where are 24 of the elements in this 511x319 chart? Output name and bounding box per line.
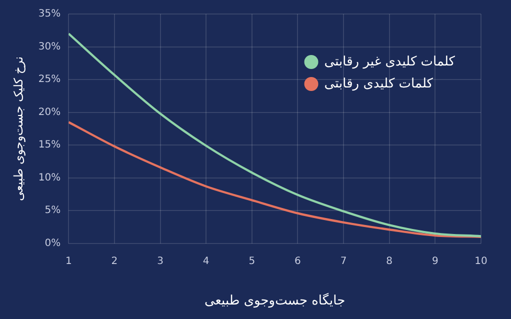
x-tick-label: 8 xyxy=(386,256,393,267)
x-tick-label: 9 xyxy=(432,256,438,267)
legend-label: کلمات کلیدی غیر رقابتی xyxy=(324,54,456,70)
y-tick-label: 5% xyxy=(44,205,61,216)
x-tick-label: 7 xyxy=(340,256,347,267)
y-tick-label: 20% xyxy=(38,106,61,118)
y-tick-label: 10% xyxy=(38,172,61,184)
legend-label: کلمات کلیدی رقابتی xyxy=(324,76,434,92)
x-tick-label: 10 xyxy=(474,256,488,267)
y-tick-label: 25% xyxy=(38,74,61,86)
y-tick-label: 15% xyxy=(38,140,61,151)
x-tick-label: 1 xyxy=(65,256,72,267)
x-tick-label: 3 xyxy=(157,256,164,267)
y-axis-title: نرخ کلیک جست‌وجوی طبیعی xyxy=(11,56,26,201)
x-tick-label: 6 xyxy=(294,256,301,267)
x-tick-label: 5 xyxy=(248,256,256,267)
y-tick-label: 0% xyxy=(44,238,61,249)
y-tick-label: 35% xyxy=(38,8,61,20)
x-axis-title: جایگاه جست‌وجوی طبیعی xyxy=(204,292,346,309)
line-series xyxy=(68,121,481,238)
x-tick-label: 2 xyxy=(111,256,118,267)
line-series xyxy=(68,32,481,238)
x-tick-label: 4 xyxy=(202,256,210,267)
y-tick-label: 30% xyxy=(38,41,61,52)
